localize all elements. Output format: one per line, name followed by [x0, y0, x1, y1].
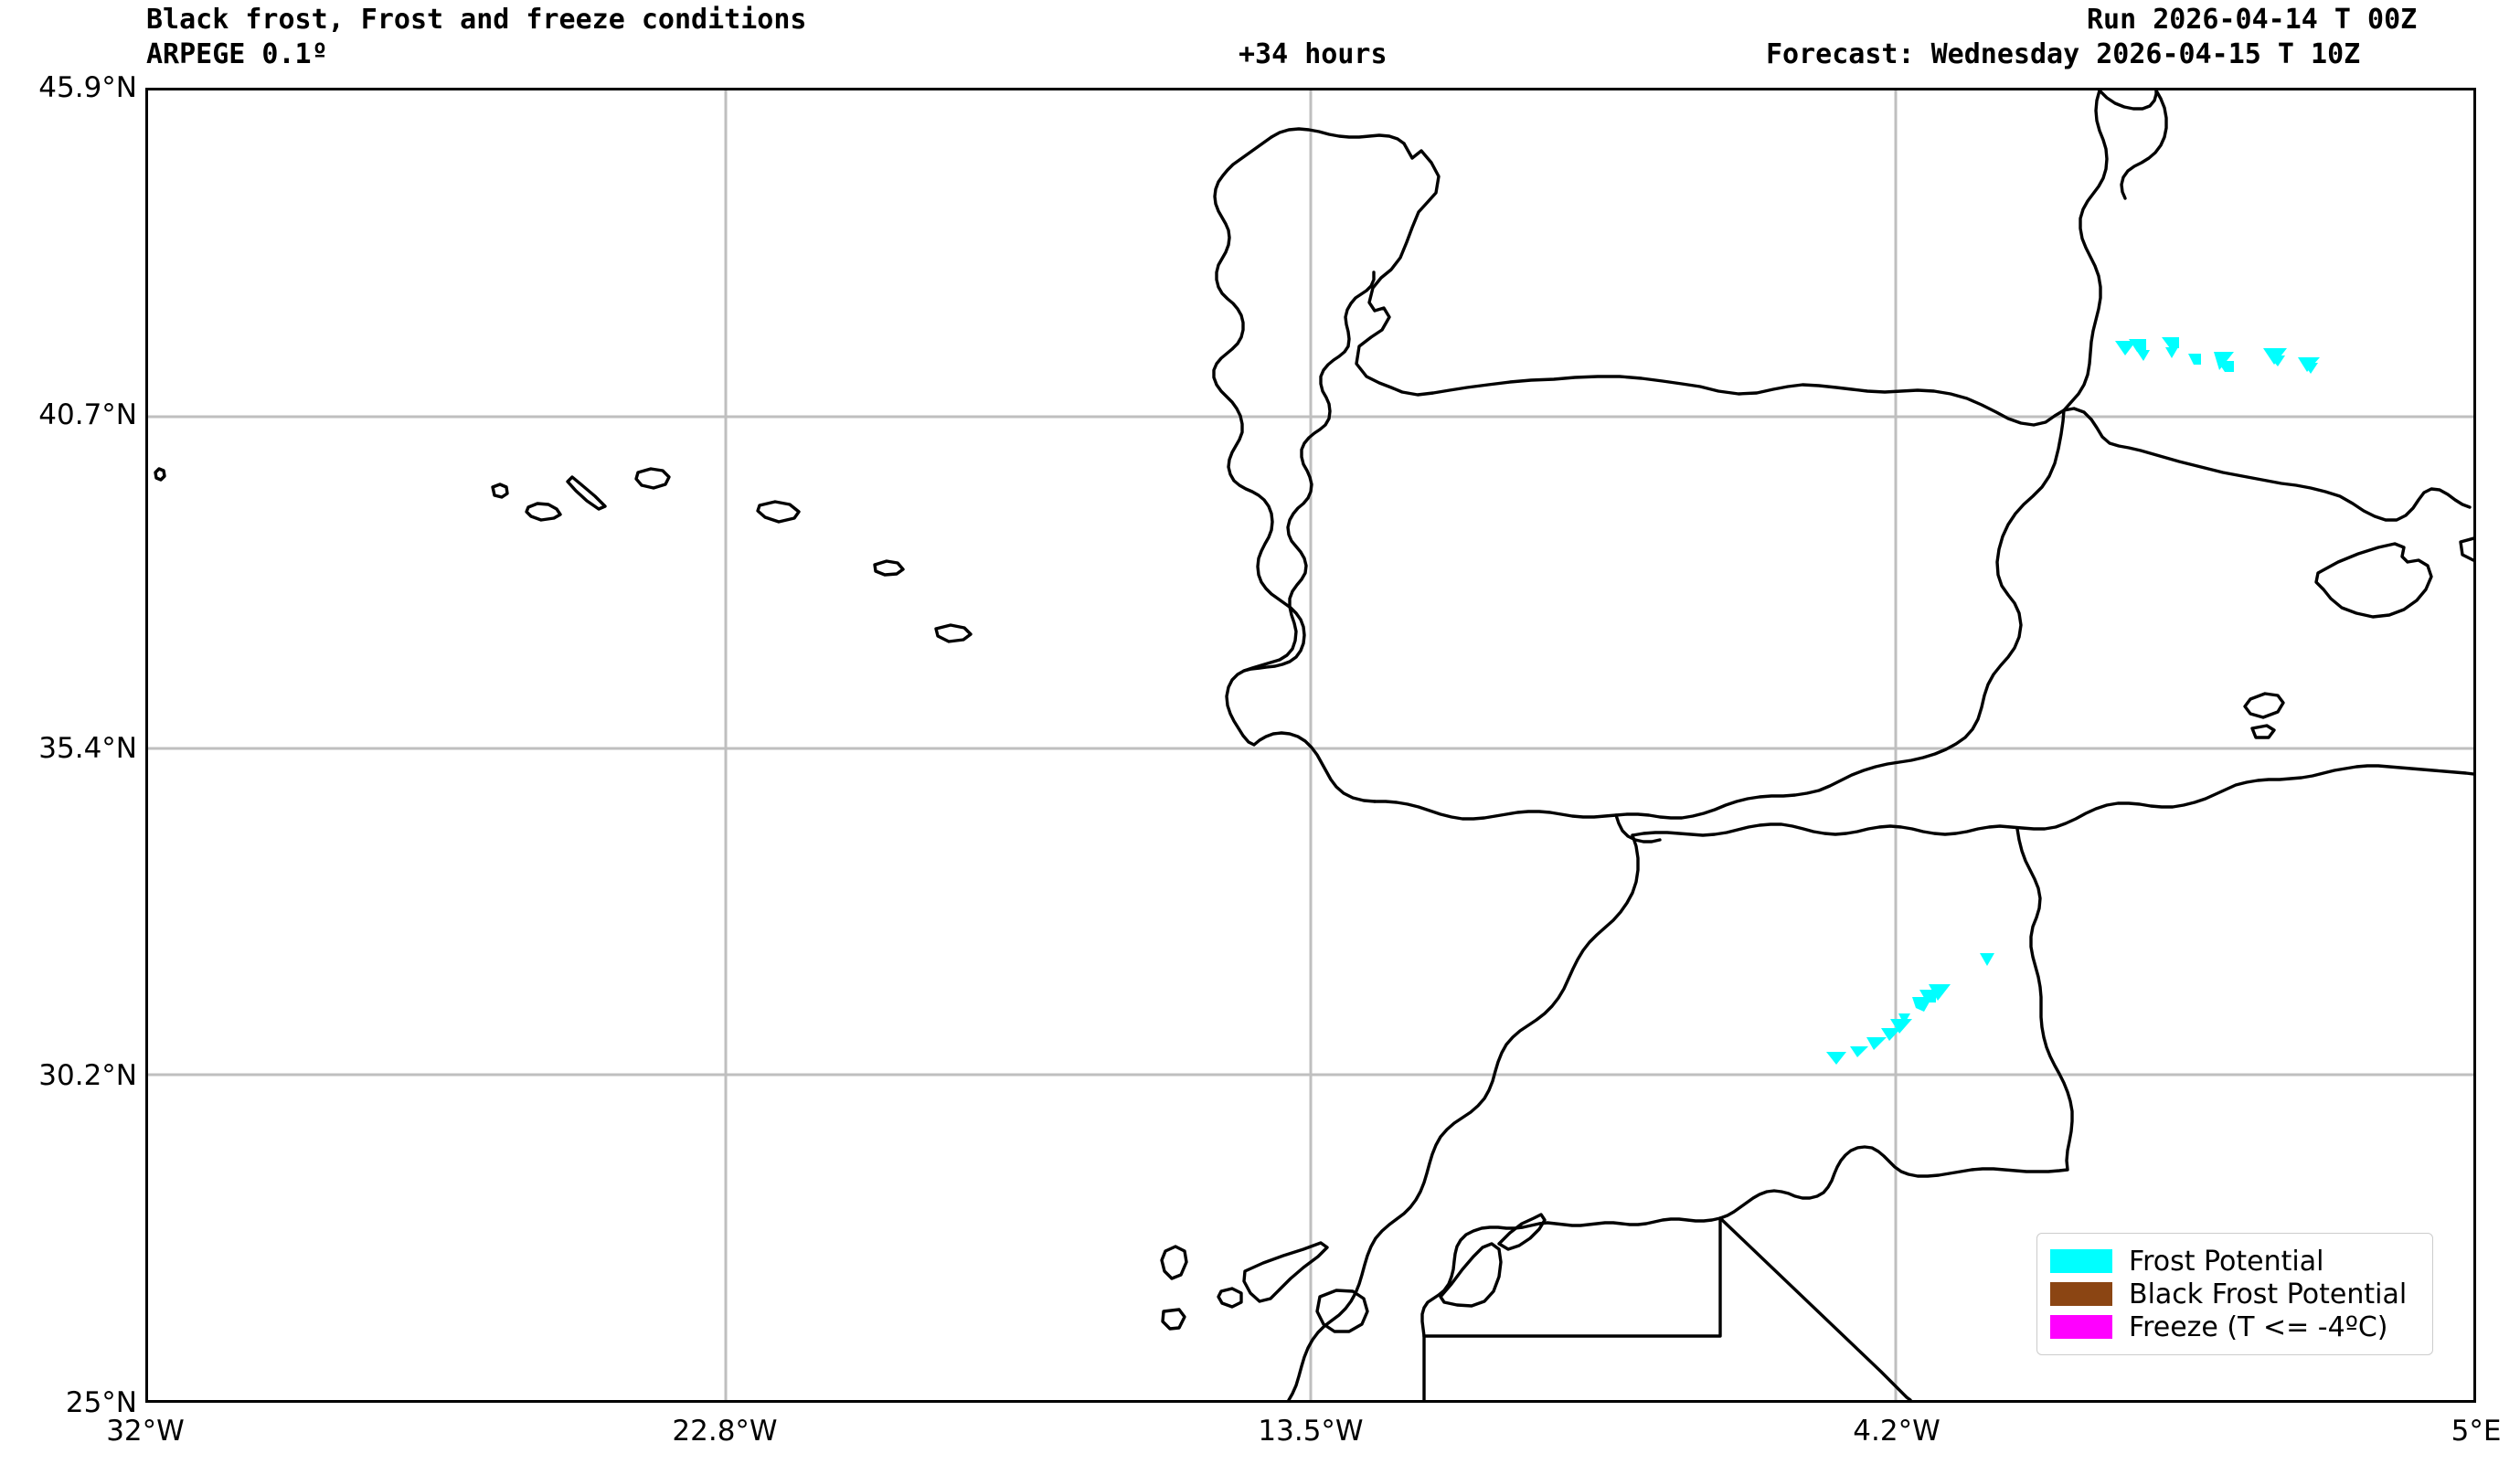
morocco-algeria-mediterranean-coast	[1631, 764, 2473, 837]
western-sahara-border	[1420, 1216, 1722, 1338]
legend-item-frost-potential: Frost Potential	[2050, 1245, 2419, 1278]
mali-border-diagonal	[1718, 1216, 1912, 1400]
coastlines	[154, 90, 2473, 1400]
island-madeira	[934, 623, 973, 643]
map-plot-area	[145, 88, 2476, 1403]
forecast-valid-label: Forecast: Wednesday 2026-04-15 T 10Z	[1766, 38, 2361, 70]
island-mallorca	[2314, 542, 2433, 619]
island-menorca	[2459, 536, 2473, 562]
island-faial	[525, 502, 562, 522]
y-tick-label: 45.9°N	[38, 71, 137, 104]
island-pico	[566, 475, 607, 511]
brittany-coastline	[2098, 90, 2158, 111]
island-lanzarote	[1497, 1213, 1547, 1251]
y-tick-label: 35.4°N	[38, 732, 137, 765]
iberia-northwest-coast	[1270, 127, 1406, 145]
island-gran-canaria	[1315, 1289, 1369, 1333]
morocco-algeria-border	[1718, 827, 2074, 1220]
island-terceira	[756, 500, 801, 524]
legend-swatch-freeze	[2050, 1315, 2112, 1339]
figure-title: Black frost, Frost and freeze conditions	[146, 4, 807, 36]
island-formentera	[2250, 724, 2276, 739]
map-canvas	[148, 90, 2473, 1400]
island-la-gomera	[1217, 1287, 1243, 1309]
island-saojorge	[634, 467, 671, 490]
legend-label-freeze: Freeze (T <= -4ºC)	[2129, 1310, 2388, 1343]
legend-label-black-frost-potential: Black Frost Potential	[2129, 1278, 2408, 1310]
legend-swatch-black-frost-potential	[2050, 1282, 2112, 1306]
legend-swatch-frost-potential	[2050, 1249, 2112, 1273]
iberia-east-coast	[1373, 408, 2066, 821]
normandy-coastline	[2120, 90, 2168, 200]
island-saomiguel	[873, 559, 905, 577]
x-tick-label: 32°W	[106, 1415, 185, 1448]
island-el-hierro	[1161, 1308, 1186, 1331]
island-corvo	[154, 467, 166, 482]
france-coastline	[2062, 90, 2109, 412]
x-tick-label: 5°E	[2451, 1415, 2502, 1448]
island-la-palma	[1160, 1245, 1188, 1280]
gibraltar-strait-north	[1614, 813, 1662, 843]
island-tenerife	[1242, 1241, 1329, 1303]
island-flores	[491, 483, 509, 499]
legend-item-black-frost-potential: Black Frost Potential	[2050, 1278, 2419, 1310]
run-timestamp-label: Run 2026-04-14 T 00Z	[2087, 4, 2418, 36]
mauritania-north-border	[1422, 1216, 1722, 1338]
map-legend: Frost Potential Black Frost Potential Fr…	[2036, 1233, 2433, 1355]
model-label: ARPEGE 0.1º	[146, 38, 328, 70]
x-tick-label: 22.8°W	[672, 1415, 778, 1448]
y-tick-label: 25°N	[65, 1386, 137, 1419]
y-tick-label: 40.7°N	[38, 398, 137, 431]
x-tick-label: 4.2°W	[1853, 1415, 1941, 1448]
legend-item-freeze: Freeze (T <= -4ºC)	[2050, 1310, 2419, 1343]
island-fuerteventura	[1439, 1242, 1503, 1308]
iberia-coastline	[1355, 142, 2472, 522]
frost-potential-shading	[1826, 337, 2320, 1065]
y-tick-label: 30.2°N	[38, 1059, 137, 1092]
iberia-southwest-coast	[1212, 135, 1377, 803]
legend-label-frost-potential: Frost Potential	[2129, 1245, 2324, 1278]
portugal-border	[1242, 271, 1376, 673]
lead-time-label: +34 hours	[1239, 38, 1388, 70]
island-ibiza	[2243, 692, 2285, 719]
x-tick-label: 13.5°W	[1258, 1415, 1364, 1448]
north-africa-coastline	[1287, 833, 1640, 1400]
